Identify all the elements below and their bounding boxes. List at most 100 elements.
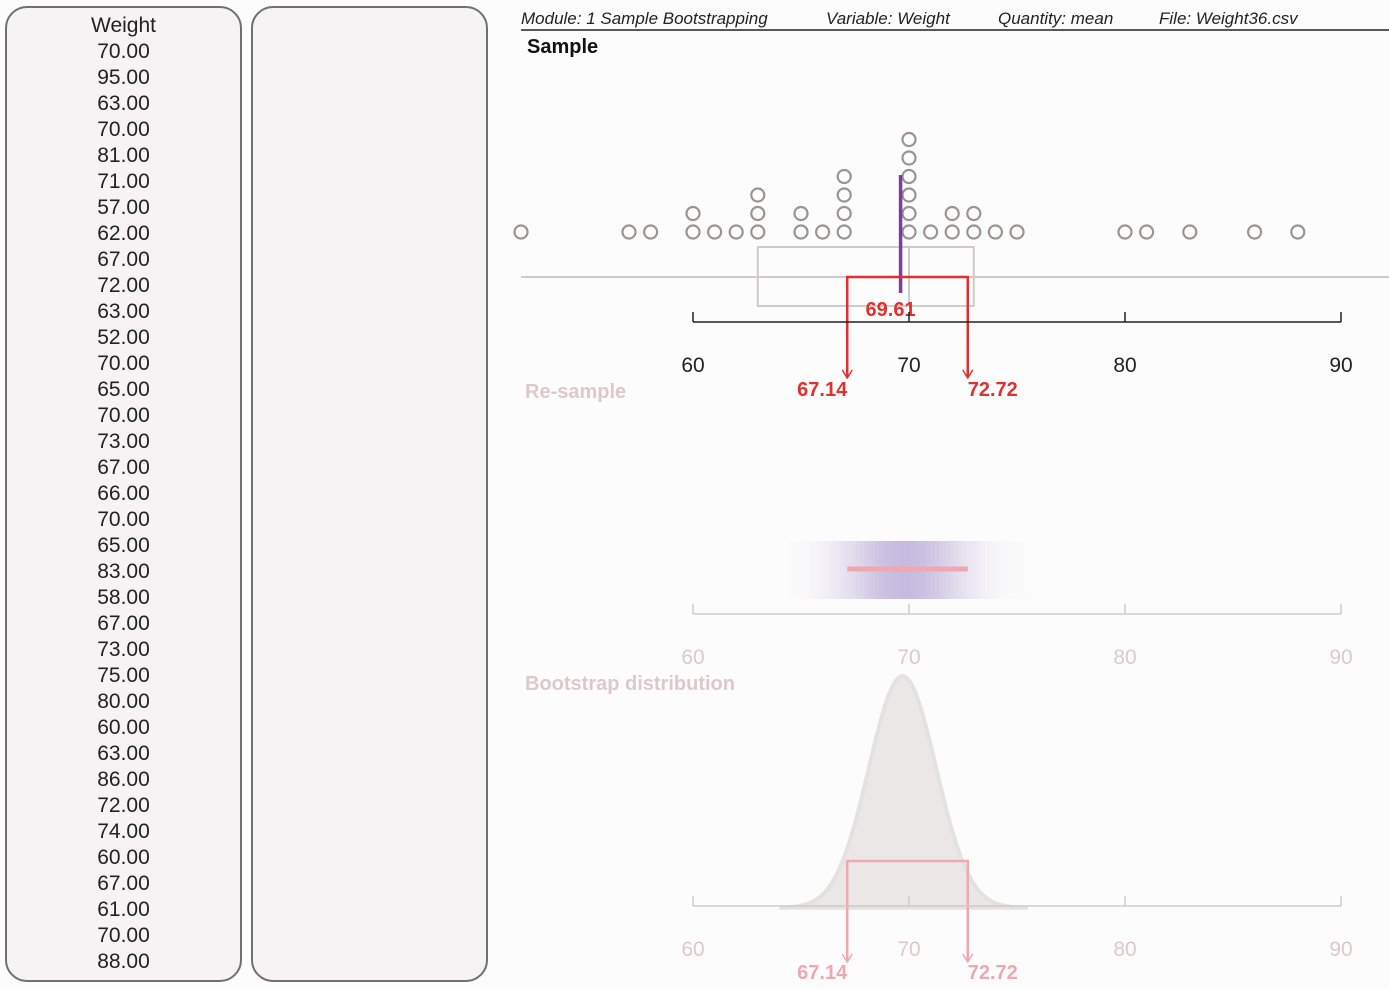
value-cell[interactable]: 67.00 bbox=[97, 872, 150, 895]
value-cell[interactable]: 67.00 bbox=[97, 612, 150, 635]
sample-dot bbox=[944, 224, 960, 240]
resample-band-stripe bbox=[976, 541, 981, 599]
axis-tick-label: 60 bbox=[681, 354, 704, 377]
value-cell[interactable]: 74.00 bbox=[97, 820, 150, 843]
axis-tick-label: 70 bbox=[897, 646, 920, 669]
resample-band-stripe bbox=[984, 541, 989, 599]
sample-dot bbox=[1117, 224, 1133, 240]
bootstrap-ci-upper-arrow bbox=[962, 953, 974, 964]
resample-band-stripe bbox=[988, 541, 993, 599]
sample-dot bbox=[966, 224, 982, 240]
resample-axis: 60 70 80 90 bbox=[681, 604, 1353, 669]
sample-dot bbox=[966, 205, 982, 222]
resample-band-stripe bbox=[972, 541, 977, 599]
value-cell[interactable]: 70.00 bbox=[97, 118, 150, 141]
resample-band-stripe bbox=[798, 541, 802, 599]
resample-band-stripe bbox=[1012, 541, 1016, 599]
header-quantity: Quantity: mean bbox=[998, 9, 1113, 28]
value-cell[interactable]: 75.00 bbox=[97, 664, 150, 687]
value-cell[interactable]: 60.00 bbox=[97, 846, 150, 869]
axis-tick-label: 80 bbox=[1113, 354, 1136, 377]
sample-dot bbox=[1009, 224, 1025, 240]
value-cell[interactable]: 61.00 bbox=[97, 898, 150, 921]
data-column-panel[interactable]: Weight 70.00 95.00 63.00 70.00 81.00 71.00 57.… bbox=[5, 6, 242, 982]
value-cell[interactable]: 73.00 bbox=[97, 430, 150, 453]
resample-band-stripe bbox=[1008, 541, 1012, 599]
sample-dot bbox=[1182, 224, 1198, 240]
value-cell[interactable]: 86.00 bbox=[97, 768, 150, 791]
axis-tick-label: 80 bbox=[1113, 938, 1136, 961]
value-cell[interactable]: 70.00 bbox=[97, 404, 150, 427]
sample-dots bbox=[513, 131, 1306, 293]
resample-chart: 60 70 80 90 bbox=[681, 541, 1353, 669]
axis-tick-label: 60 bbox=[681, 938, 704, 961]
value-cell[interactable]: 70.00 bbox=[97, 352, 150, 375]
value-cell[interactable]: 70.00 bbox=[97, 40, 150, 63]
empty-column-panel[interactable] bbox=[251, 6, 488, 982]
axis-tick-label: 90 bbox=[1329, 354, 1352, 377]
sample-dot bbox=[513, 224, 529, 240]
sample-dot bbox=[944, 205, 960, 222]
value-cell[interactable]: 72.00 bbox=[97, 794, 150, 817]
bootstrap-title: Bootstrap distribution bbox=[525, 673, 735, 695]
resample-band-stripe bbox=[969, 541, 974, 599]
boxplot-box bbox=[756, 246, 975, 307]
resample-band-stripe bbox=[805, 541, 810, 599]
sample-dot bbox=[793, 205, 809, 222]
resample-band-stripe bbox=[809, 541, 814, 599]
axis-tick-label: 90 bbox=[1329, 646, 1352, 669]
value-cell[interactable]: 63.00 bbox=[97, 300, 150, 323]
axis-tick-label: 70 bbox=[897, 938, 920, 961]
ci-bracket bbox=[845, 275, 970, 378]
value-cell[interactable]: 72.00 bbox=[97, 274, 150, 297]
value-cell[interactable]: 63.00 bbox=[97, 92, 150, 115]
resample-band-stripe bbox=[1027, 541, 1031, 599]
bootstrap-cloud bbox=[779, 673, 1028, 910]
sample-dot bbox=[987, 224, 1003, 240]
bootstrap-ci-bracket bbox=[845, 859, 970, 962]
bootstrap-visualization: Module: 1 Sample Bootstrapping Variable:… bbox=[513, 9, 1389, 984]
value-cell[interactable]: 80.00 bbox=[97, 690, 150, 713]
value-cell[interactable]: 70.00 bbox=[97, 508, 150, 531]
value-cell[interactable]: 70.00 bbox=[97, 924, 150, 947]
sample-dot bbox=[1290, 224, 1306, 240]
value-cell[interactable]: 95.00 bbox=[97, 66, 150, 89]
sample-dot bbox=[750, 187, 766, 203]
value-cell[interactable]: 58.00 bbox=[97, 586, 150, 609]
resample-band-stripe bbox=[840, 541, 845, 599]
value-cell[interactable]: 67.00 bbox=[97, 456, 150, 479]
column-header-weight[interactable]: Weight bbox=[91, 14, 156, 37]
bootstrap-ci-upper-label: 72.72 bbox=[968, 962, 1018, 984]
sample-dot bbox=[685, 205, 701, 222]
resample-band-stripe bbox=[832, 541, 837, 599]
value-cell[interactable]: 67.00 bbox=[97, 248, 150, 271]
value-cell[interactable]: 81.00 bbox=[97, 144, 150, 167]
value-cell[interactable]: 63.00 bbox=[97, 742, 150, 765]
resample-band-stripe bbox=[1000, 541, 1005, 599]
sample-dot bbox=[901, 224, 917, 240]
value-cell[interactable]: 83.00 bbox=[97, 560, 150, 583]
resample-band-stripe bbox=[794, 541, 798, 599]
value-cell[interactable]: 73.00 bbox=[97, 638, 150, 661]
ci-lower-arrow bbox=[841, 369, 853, 380]
value-cell[interactable]: 66.00 bbox=[97, 482, 150, 505]
resample-band-stripe bbox=[996, 541, 1001, 599]
sample-dot bbox=[836, 168, 852, 185]
axis-tick-label: 90 bbox=[1329, 938, 1352, 961]
value-cell[interactable]: 52.00 bbox=[97, 326, 150, 349]
value-cell[interactable]: 71.00 bbox=[97, 170, 150, 193]
value-cell[interactable]: 88.00 bbox=[97, 950, 150, 973]
sample-dot bbox=[901, 205, 917, 222]
bootstrap-ci-lower-label: 67.14 bbox=[797, 962, 848, 984]
resample-band-stripe bbox=[817, 541, 822, 599]
value-cell[interactable]: 65.00 bbox=[97, 378, 150, 401]
resample-band-stripe bbox=[1016, 541, 1020, 599]
value-cell[interactable]: 60.00 bbox=[97, 716, 150, 739]
value-cell[interactable]: 65.00 bbox=[97, 534, 150, 557]
sample-dot bbox=[728, 224, 744, 240]
value-cell[interactable]: 62.00 bbox=[97, 222, 150, 245]
sample-ci bbox=[841, 275, 974, 380]
sample-dot bbox=[643, 224, 659, 240]
resample-band-stripe bbox=[1004, 541, 1008, 599]
value-cell[interactable]: 57.00 bbox=[97, 196, 150, 219]
